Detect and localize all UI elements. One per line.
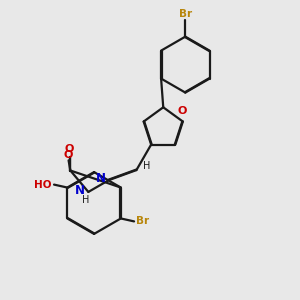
Text: HO: HO xyxy=(34,180,52,190)
Text: N: N xyxy=(75,184,85,197)
Text: O: O xyxy=(64,150,73,161)
Text: H: H xyxy=(82,195,89,205)
Text: O: O xyxy=(64,144,74,154)
Text: H: H xyxy=(143,161,150,171)
Text: Br: Br xyxy=(179,9,192,19)
Text: O: O xyxy=(177,106,187,116)
Text: N: N xyxy=(96,172,106,185)
Text: Br: Br xyxy=(136,216,150,226)
